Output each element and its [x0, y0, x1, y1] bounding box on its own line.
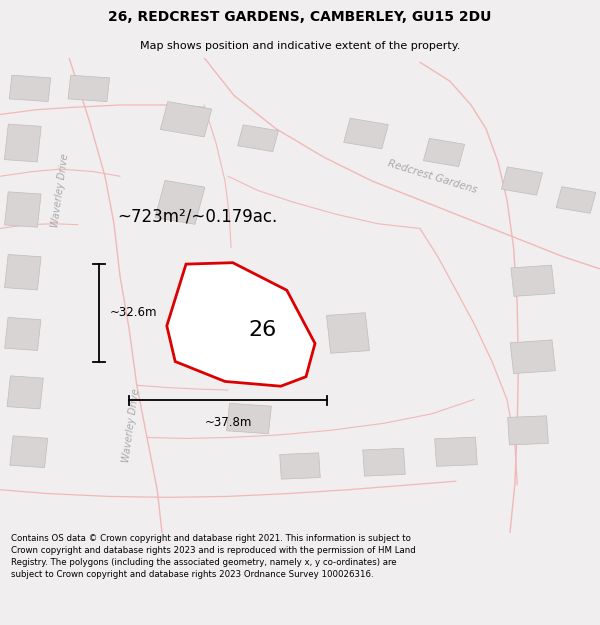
Text: 26, REDCREST GARDENS, CAMBERLEY, GU15 2DU: 26, REDCREST GARDENS, CAMBERLEY, GU15 2D…: [109, 10, 491, 24]
Text: Redcrest Gardens: Redcrest Gardens: [386, 158, 478, 194]
Polygon shape: [160, 102, 212, 137]
Text: ~37.8m: ~37.8m: [205, 416, 251, 429]
Text: 26: 26: [248, 320, 277, 340]
Polygon shape: [502, 167, 542, 195]
Text: Map shows position and indicative extent of the property.: Map shows position and indicative extent…: [140, 41, 460, 51]
Polygon shape: [227, 403, 271, 434]
Polygon shape: [155, 181, 205, 224]
Polygon shape: [5, 192, 41, 228]
Polygon shape: [424, 138, 464, 167]
Polygon shape: [5, 254, 41, 290]
Polygon shape: [68, 75, 110, 101]
Polygon shape: [9, 75, 51, 101]
Polygon shape: [10, 436, 48, 468]
Polygon shape: [556, 187, 596, 213]
Polygon shape: [167, 262, 315, 386]
Text: Waverley Drive: Waverley Drive: [121, 388, 141, 463]
Polygon shape: [280, 453, 320, 479]
Polygon shape: [511, 265, 554, 296]
Text: Waverley Drive: Waverley Drive: [50, 153, 70, 228]
Text: ~32.6m: ~32.6m: [110, 306, 157, 319]
Polygon shape: [238, 125, 278, 152]
Polygon shape: [221, 304, 268, 343]
Polygon shape: [510, 340, 556, 374]
Polygon shape: [7, 376, 43, 409]
Polygon shape: [435, 437, 477, 466]
Polygon shape: [344, 118, 388, 149]
Polygon shape: [363, 448, 405, 476]
Polygon shape: [508, 416, 548, 445]
Text: ~723m²/~0.179ac.: ~723m²/~0.179ac.: [117, 208, 277, 226]
Polygon shape: [326, 312, 370, 353]
Polygon shape: [5, 318, 41, 351]
Text: Contains OS data © Crown copyright and database right 2021. This information is : Contains OS data © Crown copyright and d…: [11, 534, 416, 579]
Polygon shape: [4, 124, 41, 162]
